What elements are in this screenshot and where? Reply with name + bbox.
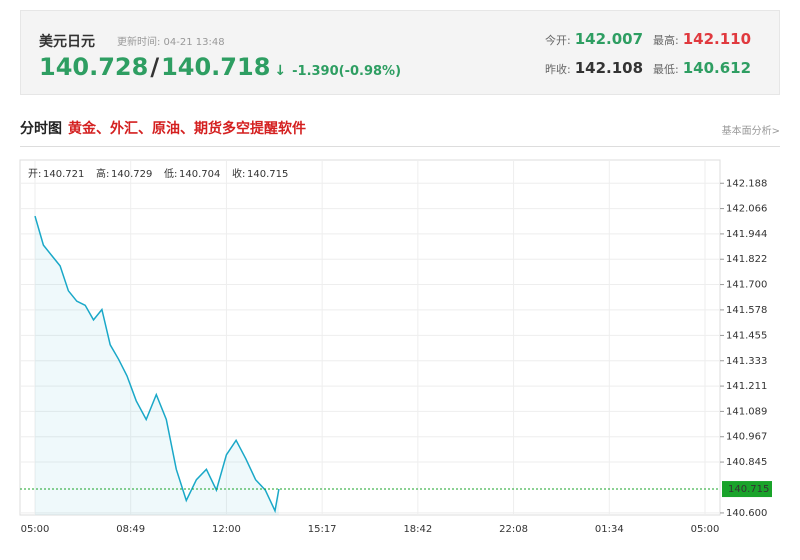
y-tick-label: 141.700 [726,280,767,291]
arrow: ↓ [274,63,287,79]
last-price-label: 140.715 [728,484,769,495]
plot-frame [19,159,721,516]
y-tick-label: 141.455 [726,330,767,341]
y-tick-label: 140.600 [726,508,767,519]
y-tick-label: 142.188 [726,178,767,189]
y-tick-label: 142.066 [726,204,767,215]
stat: 最高: 142.110 [653,30,761,48]
analysis-link[interactable]: 基本面分析> [721,126,780,137]
stat-text: 142.110 [682,30,752,48]
prices: 140.728/140.718 ↓ -1.390(-0.98%) [39,53,401,81]
ohlc-label: 开: [28,169,41,180]
y-tick-label: 140.845 [726,457,767,468]
x-tick-label: 22:08 [499,524,528,535]
y-tick-label: 141.211 [726,381,767,392]
y-tick-label: 140.967 [726,432,767,443]
x-tick-label: 05:00 [21,524,50,535]
x-tick-label: 05:00 [691,524,720,535]
stat-text: 最低: [653,63,679,76]
price-line [34,215,280,514]
stat: 今开: 142.007 [545,30,653,48]
promo-link[interactable]: 黄金、外汇、原油、期货多空提醒软件 [68,121,306,137]
stat-text: 142.007 [574,30,644,48]
ohlc-value: 140.721 [43,169,84,180]
stats: 今开: 142.007 最高: 142.110昨收: 142.108 最低: 140.612 [545,29,765,87]
ohlc-label: 收: [232,167,245,180]
ohlc-label: 高: [96,167,109,180]
stat-text: 最高: [653,34,679,47]
ohlc-label: 低: [164,167,177,180]
stat-text: 140.612 [682,59,752,77]
area-fill [35,216,279,515]
section-title: 分时图 黄金、外汇、原油、期货多空提醒软件 [20,118,306,138]
x-tick-label: 12:00 [212,524,241,535]
last-price-box [722,481,772,498]
chart: 142.188 142.066 141.944 141.822 141.700 141.5… [19,159,772,535]
stat: 最低: 140.612 [653,59,761,77]
price: 140.718 [161,53,271,81]
stat-text: 昨收: [545,63,571,76]
section-title-text: 分时图 [20,121,62,137]
symbol-title: 美元日元 [39,34,95,50]
y-tick-label: 141.578 [726,305,767,316]
x-tick-label: 01:34 [595,524,624,535]
x-tick-label: 18:42 [403,524,432,535]
quote-panel: 美元日元 更新时间: 04-21 13:48 140.728/140.718 ↓ -… [20,10,780,95]
update-time: 更新时间: 04-21 13:48 [117,37,225,48]
stat-text: 142.108 [574,59,644,77]
ohlc-value: 140.729 [111,169,152,180]
y-tick-label: 141.944 [726,229,767,240]
price: 140.728 [39,53,149,81]
separator: / [150,53,160,81]
stat: 昨收: 142.108 [545,59,653,77]
stat-text: 今开: [545,34,571,47]
y-tick-label: 141.089 [726,406,767,417]
ohlc-value: 140.704 [179,169,220,180]
ohlc-value: 140.715 [247,169,288,180]
x-tick-label: 15:17 [308,524,337,535]
y-tick-label: 141.333 [726,356,767,367]
y-tick-label: 141.822 [726,254,767,265]
divider [20,146,780,147]
change: -1.390(-0.98%) [292,64,402,79]
x-tick-label: 08:49 [116,524,145,535]
